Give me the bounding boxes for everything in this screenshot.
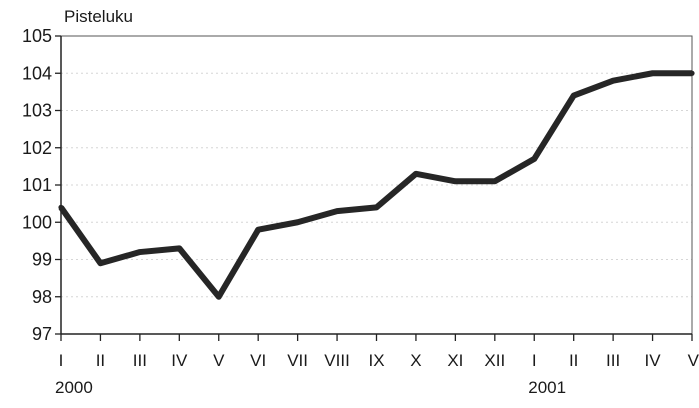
year-label: 2000	[55, 378, 93, 397]
x-tick-label: I	[59, 351, 64, 370]
x-tick-labels: I II III IV V VI VII VIII IX X XI XII I II III IV V	[59, 351, 699, 370]
x-tick-label: IV	[645, 351, 662, 370]
data-point	[413, 171, 419, 177]
data-point	[373, 204, 380, 210]
x-tick-label: VII	[287, 351, 308, 370]
data-point	[452, 178, 458, 184]
data-point	[216, 294, 222, 300]
y-tick-label: 97	[32, 324, 52, 344]
plot-frame	[61, 35, 693, 334]
y-tick-label: 102	[22, 138, 52, 158]
y-tick-label: 104	[22, 63, 52, 83]
x-tick-label: III	[606, 351, 620, 370]
data-point	[334, 208, 340, 214]
x-tick-label: XI	[447, 351, 463, 370]
data-point	[137, 249, 143, 255]
x-tick-label: X	[410, 351, 421, 370]
x-tick-label: XII	[484, 351, 505, 370]
series-layer	[58, 70, 695, 300]
data-point	[295, 219, 301, 225]
axes	[55, 35, 693, 341]
y-tick-label: 103	[22, 101, 52, 121]
x-tick-label: II	[96, 351, 105, 370]
y-tick-label: 99	[32, 250, 52, 270]
x-tick-label: I	[532, 351, 537, 370]
y-tick-label: 100	[22, 212, 52, 232]
data-point	[58, 204, 64, 210]
data-point	[689, 70, 695, 76]
x-tick-label: IV	[171, 351, 188, 370]
x-tick-label: IX	[368, 351, 384, 370]
data-point	[610, 78, 616, 84]
data-point	[649, 70, 656, 76]
x-tick-label: VI	[250, 351, 266, 370]
data-point	[571, 93, 577, 99]
year-label: 2001	[528, 378, 566, 397]
x-tick-label: III	[133, 351, 147, 370]
grid	[61, 72, 692, 298]
data-point	[255, 227, 261, 233]
x-tick-label: VIII	[324, 351, 350, 370]
y-tick-label: 101	[22, 175, 52, 195]
y-axis-label: Pisteluku	[64, 7, 133, 26]
x-tick-label: V	[688, 351, 699, 370]
data-point	[531, 156, 537, 162]
data-point	[97, 260, 104, 266]
year-labels: 2000 2001	[55, 378, 566, 397]
y-tick-labels: 97 98 99 100 101 102 103 104 105	[22, 26, 52, 344]
data-point	[176, 245, 182, 251]
x-tick-label: V	[213, 351, 225, 370]
y-tick-label: 98	[32, 287, 52, 307]
data-point	[492, 178, 498, 184]
x-tick-label: II	[569, 351, 578, 370]
y-tick-label: 105	[22, 26, 52, 46]
